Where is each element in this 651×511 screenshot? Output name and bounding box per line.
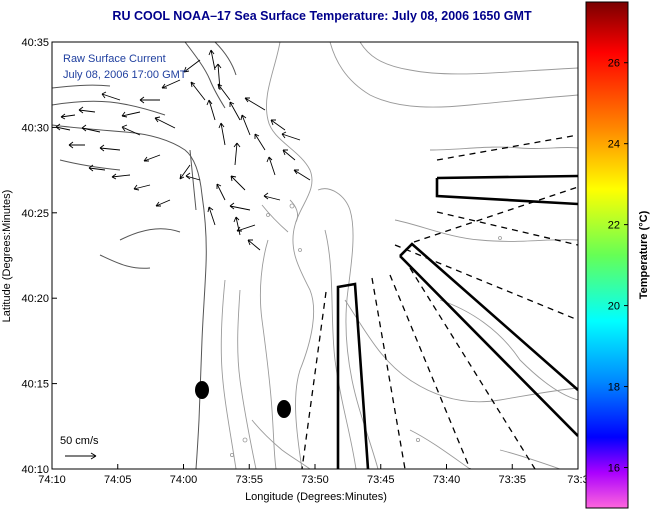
colorbar-tick-label: 18: [608, 382, 620, 394]
x-tick-label: 74:10: [38, 474, 66, 486]
surface-current-vectors: [55, 49, 311, 251]
colorbar-tick-label: 26: [608, 58, 620, 70]
y-tick-label: 40:25: [21, 208, 49, 220]
colorbar-tick-label: 22: [608, 220, 620, 232]
station-marker-east: [277, 400, 291, 418]
x-tick-label: 73:40: [433, 474, 461, 486]
scale-label: 50 cm/s: [60, 435, 99, 447]
colorbar-tick-label: 20: [608, 301, 620, 313]
map-content: [52, 42, 578, 469]
bathymetry-contours: [220, 42, 578, 469]
inset-label-line2: July 08, 2006 17:00 GMT: [63, 69, 187, 81]
y-axis-ticks: 40:35 40:30 40:25 40:20 40:15 40:10: [21, 37, 57, 476]
shoal-speckles: [229, 203, 502, 457]
x-tick-label: 74:05: [104, 474, 132, 486]
y-tick-label: 40:30: [21, 122, 49, 134]
colorbar-label: Temperature (°C): [638, 210, 650, 299]
y-tick-label: 40:10: [21, 464, 49, 476]
station-marker-west: [195, 381, 209, 399]
colorbar: [585, 1, 629, 509]
x-tick-label: 73:3: [567, 474, 588, 486]
x-tick-label: 73:50: [301, 474, 329, 486]
y-axis-label: Latitude (Degrees:Minutes): [1, 190, 13, 323]
y-tick-label: 40:20: [21, 293, 49, 305]
colorbar-tick-label: 24: [608, 139, 620, 151]
plot-area: [52, 42, 578, 469]
x-axis-label: Longitude (Degrees:Minutes): [245, 491, 387, 503]
x-tick-label: 73:45: [367, 474, 395, 486]
coastline: [52, 42, 237, 469]
scale-arrow: [65, 452, 97, 460]
x-axis-ticks: 74:10 74:05 74:00 73:55 73:50 73:45 73:40 73:35…: [38, 464, 589, 486]
colorbar-tick-label: 16: [608, 463, 620, 475]
radar-beam-lines: [301, 134, 578, 469]
radar-beam-sectors: [336, 174, 578, 469]
figure-title: RU COOL NOAA–17 Sea Surface Temperature:…: [112, 9, 532, 23]
x-tick-label: 73:35: [498, 474, 526, 486]
x-tick-label: 73:55: [235, 474, 263, 486]
inset-label-line1: Raw Surface Current: [63, 53, 166, 65]
x-tick-label: 74:00: [170, 474, 198, 486]
y-tick-label: 40:35: [21, 37, 49, 49]
y-tick-label: 40:15: [21, 379, 49, 391]
colorbar-ticks: 26 24 22 20 18 16: [608, 58, 628, 475]
